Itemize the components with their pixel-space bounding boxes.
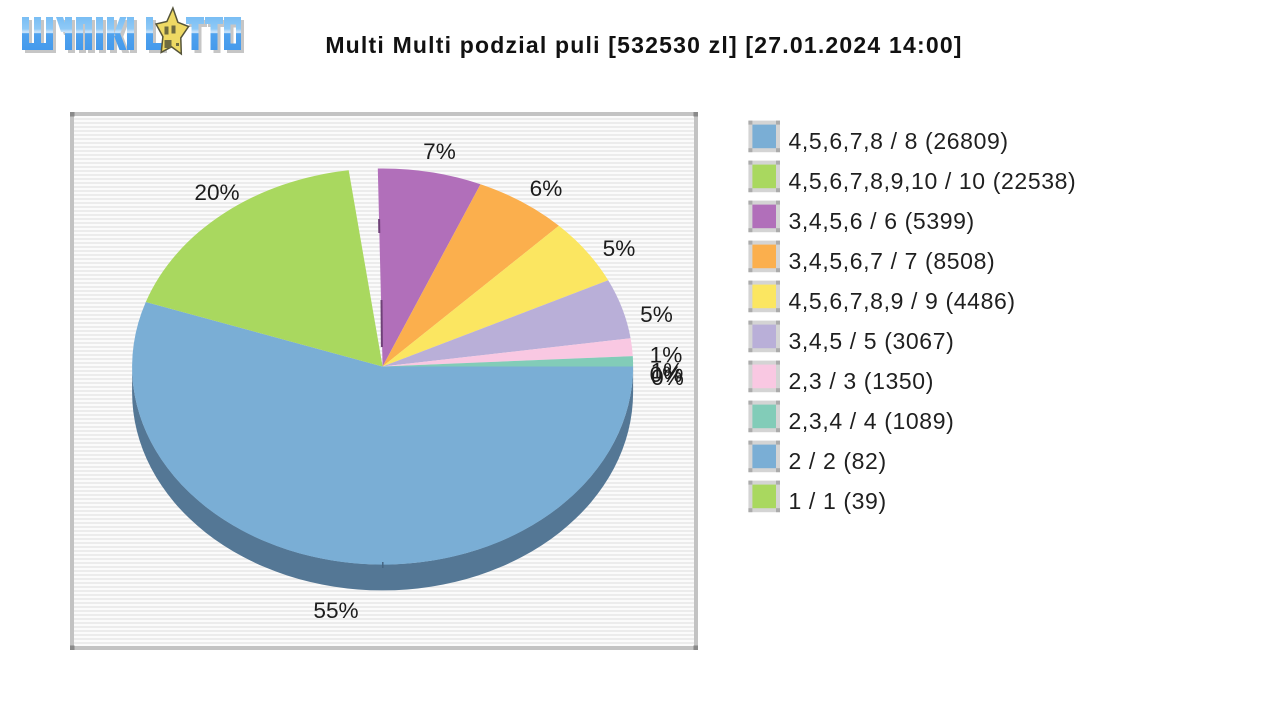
svg-text:1 / 1 (39): 1 / 1 (39) [789,488,887,514]
svg-text:0%: 0% [651,365,684,390]
svg-text:0%: 0% [650,362,683,387]
svg-text:20%: 20% [194,180,239,205]
svg-text:5%: 5% [603,236,636,261]
svg-text:1%: 1% [650,343,683,368]
svg-text:3,4,5,6,7 / 7 (8508): 3,4,5,6,7 / 7 (8508) [789,248,996,274]
svg-text:3,4,5,6 / 6 (5399): 3,4,5,6 / 6 (5399) [789,208,975,234]
svg-text:2 / 2 (82): 2 / 2 (82) [789,448,887,474]
svg-text:6%: 6% [530,176,563,201]
svg-text:4,5,6,7,8 / 8 (26809): 4,5,6,7,8 / 8 (26809) [789,128,1009,154]
svg-text:4,5,6,7,8,9,10 / 10 (22538): 4,5,6,7,8,9,10 / 10 (22538) [789,168,1077,194]
svg-text:5%: 5% [640,302,673,327]
svg-text:3,4,5 / 5 (3067): 3,4,5 / 5 (3067) [789,328,955,354]
svg-text:7%: 7% [423,139,456,164]
svg-text:1%: 1% [651,359,684,384]
svg-text:Multi Multi podzial puli [5325: Multi Multi podzial puli [532530 zl] [27… [325,32,962,58]
svg-text:2,3 / 3 (1350): 2,3 / 3 (1350) [789,368,935,394]
svg-text:4,5,6,7,8,9 / 9 (4486): 4,5,6,7,8,9 / 9 (4486) [789,288,1016,314]
svg-text:2,3,4 / 4 (1089): 2,3,4 / 4 (1089) [789,408,955,434]
svg-text:55%: 55% [313,598,358,623]
